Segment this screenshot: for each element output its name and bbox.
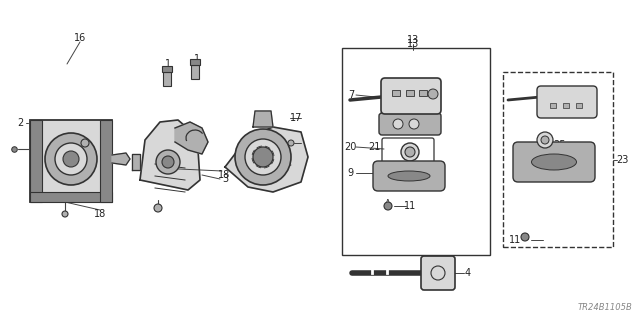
- Bar: [419, 90, 427, 96]
- FancyBboxPatch shape: [537, 86, 597, 118]
- Bar: [342, 48, 490, 255]
- Text: 3: 3: [222, 174, 228, 184]
- FancyBboxPatch shape: [421, 256, 455, 290]
- Circle shape: [154, 204, 162, 212]
- Circle shape: [63, 151, 79, 167]
- FancyBboxPatch shape: [379, 113, 441, 135]
- Text: 11: 11: [404, 201, 416, 211]
- Bar: [406, 90, 414, 96]
- Ellipse shape: [531, 154, 577, 170]
- Circle shape: [235, 129, 291, 185]
- Polygon shape: [225, 127, 308, 192]
- Polygon shape: [112, 153, 130, 165]
- Text: 7: 7: [348, 90, 354, 100]
- Text: 25: 25: [553, 140, 565, 150]
- Text: 4: 4: [465, 268, 471, 278]
- Polygon shape: [140, 120, 200, 190]
- FancyBboxPatch shape: [373, 161, 445, 191]
- Polygon shape: [132, 154, 140, 170]
- Text: 13: 13: [407, 35, 419, 45]
- Circle shape: [405, 147, 415, 157]
- Text: 1: 1: [165, 59, 171, 69]
- Circle shape: [521, 233, 529, 241]
- Ellipse shape: [388, 171, 430, 181]
- Circle shape: [384, 202, 392, 210]
- FancyBboxPatch shape: [381, 78, 441, 114]
- Text: A: A: [522, 233, 528, 242]
- Bar: [190, 59, 200, 65]
- Text: 17: 17: [290, 113, 302, 123]
- Bar: [392, 90, 400, 96]
- Text: 16: 16: [74, 33, 86, 43]
- Bar: [191, 65, 199, 79]
- Circle shape: [393, 119, 403, 129]
- Bar: [563, 103, 569, 108]
- Circle shape: [162, 156, 174, 168]
- Circle shape: [55, 143, 87, 175]
- Text: 20: 20: [344, 142, 356, 152]
- Bar: [550, 103, 556, 108]
- Text: 13: 13: [407, 39, 419, 49]
- Polygon shape: [253, 111, 273, 127]
- Circle shape: [156, 150, 180, 174]
- Circle shape: [45, 133, 97, 185]
- Text: 18: 18: [94, 209, 106, 219]
- Text: H: H: [435, 268, 442, 278]
- Text: A: A: [385, 198, 391, 207]
- Circle shape: [253, 147, 273, 167]
- Circle shape: [288, 140, 294, 146]
- Text: 18: 18: [218, 170, 230, 180]
- Bar: [503, 72, 613, 247]
- Polygon shape: [175, 122, 208, 154]
- Circle shape: [537, 132, 553, 148]
- FancyBboxPatch shape: [513, 142, 595, 182]
- Text: 2: 2: [17, 118, 23, 128]
- Text: 23: 23: [616, 155, 628, 165]
- Circle shape: [62, 211, 68, 217]
- Circle shape: [409, 119, 419, 129]
- Bar: [30, 120, 42, 202]
- Text: TR24B1105B: TR24B1105B: [577, 303, 632, 312]
- Bar: [576, 103, 582, 108]
- Bar: [162, 66, 172, 72]
- Bar: [100, 120, 112, 202]
- Text: 21: 21: [368, 142, 380, 152]
- Bar: [163, 72, 171, 86]
- Text: 1: 1: [194, 54, 200, 64]
- Bar: [30, 192, 112, 202]
- Text: 18: 18: [264, 170, 276, 180]
- Text: 9: 9: [347, 168, 353, 178]
- Circle shape: [401, 143, 419, 161]
- FancyBboxPatch shape: [30, 120, 112, 202]
- Circle shape: [81, 139, 89, 147]
- Circle shape: [245, 139, 281, 175]
- Circle shape: [541, 136, 549, 144]
- Text: 11: 11: [509, 235, 521, 245]
- Circle shape: [428, 89, 438, 99]
